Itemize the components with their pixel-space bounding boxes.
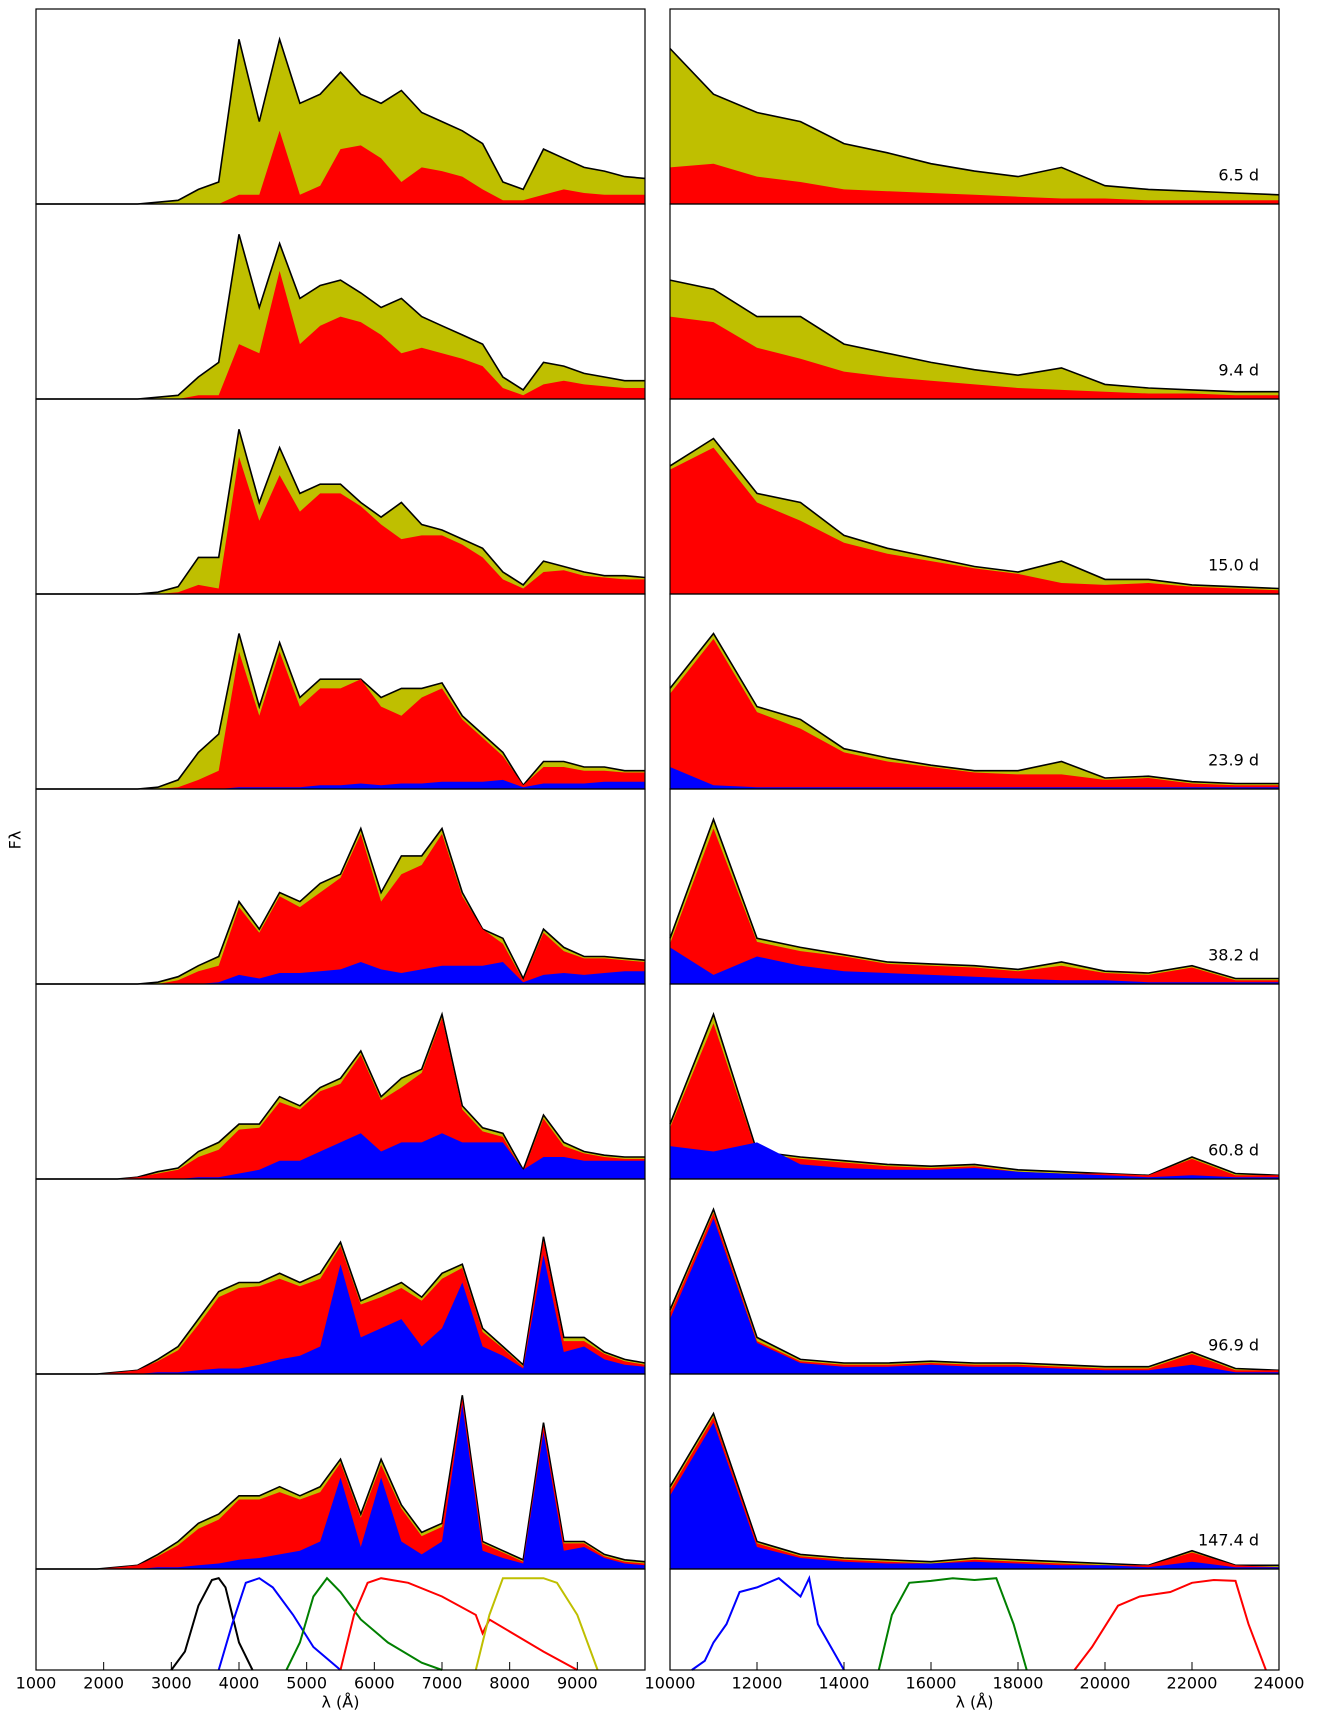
panel-frame	[669, 1373, 1280, 1570]
epoch-label: 6.5 d	[1218, 166, 1259, 185]
x-tick-label: 16000	[906, 1674, 957, 1693]
blue-area	[36, 1404, 645, 1569]
filter-curve	[285, 1576, 443, 1671]
x-tick-label: 6000	[354, 1674, 395, 1693]
epoch-label: 23.9 d	[1208, 751, 1259, 770]
total-line	[669, 816, 1279, 980]
epoch-label: 96.9 d	[1208, 1336, 1259, 1355]
panel-frame	[35, 1568, 646, 1671]
x-axis-label: λ (Å)	[956, 1693, 994, 1712]
x-tick-label: 18000	[993, 1674, 1044, 1693]
epoch-label: 60.8 d	[1208, 1141, 1259, 1160]
blue-area	[670, 1422, 1279, 1569]
blue-area	[36, 779, 645, 789]
blue-area	[670, 1218, 1279, 1374]
red-area	[670, 316, 1279, 399]
total-area	[670, 48, 1279, 204]
x-tick-label: 22000	[1167, 1674, 1218, 1693]
x-tick-label: 7000	[422, 1674, 463, 1693]
filter-curve	[217, 1577, 342, 1671]
x-tick-label: 24000	[1254, 1674, 1305, 1693]
red-area	[36, 270, 645, 399]
y-axis-label: Fλ	[6, 831, 25, 850]
x-tick-label: 12000	[732, 1674, 783, 1693]
x-tick-label: 4000	[219, 1674, 260, 1693]
red-area	[670, 1417, 1279, 1569]
epoch-label: 9.4 d	[1218, 361, 1259, 380]
red-area	[36, 456, 645, 594]
epoch-label: 38.2 d	[1208, 946, 1259, 965]
red-area	[36, 130, 645, 204]
total-line	[669, 1207, 1280, 1372]
red-area	[36, 651, 645, 789]
blue-area	[670, 947, 1279, 984]
epoch-label: 147.4 d	[1198, 1531, 1259, 1550]
filter-curve	[691, 1575, 845, 1671]
blue-area	[670, 767, 1279, 789]
x-tick-label: 9000	[557, 1674, 598, 1693]
total-line	[669, 279, 1279, 393]
red-area	[36, 1018, 645, 1179]
filter-curve	[339, 1577, 578, 1671]
x-tick-label: 8000	[489, 1674, 530, 1693]
x-tick-label: 1000	[16, 1674, 57, 1693]
red-area	[670, 447, 1279, 594]
epoch-label: 15.0 d	[1208, 556, 1259, 575]
x-tick-label: 3000	[151, 1674, 192, 1693]
x-tick-label: 2000	[83, 1674, 124, 1693]
filter-curve	[170, 1577, 254, 1671]
filter-curve	[474, 1577, 599, 1671]
x-axis-label: λ (Å)	[322, 1693, 360, 1712]
filter-curve	[1073, 1578, 1267, 1671]
x-tick-label: 5000	[286, 1674, 327, 1693]
x-tick-label: 20000	[1080, 1674, 1131, 1693]
total-line	[669, 1411, 1279, 1567]
total-line	[669, 47, 1280, 196]
red-area	[36, 833, 645, 984]
x-tick-label: 14000	[819, 1674, 870, 1693]
x-tick-label: 10000	[645, 1674, 696, 1693]
red-area	[670, 163, 1279, 204]
panel-frame	[669, 1568, 1280, 1671]
blue-area	[670, 1142, 1279, 1179]
blue-area	[36, 962, 645, 984]
blue-area	[36, 1133, 645, 1179]
filter-curve	[877, 1577, 1028, 1671]
blue-area	[36, 1255, 645, 1374]
total-line	[669, 632, 1279, 785]
total-line	[669, 437, 1280, 590]
red-area	[670, 638, 1279, 789]
